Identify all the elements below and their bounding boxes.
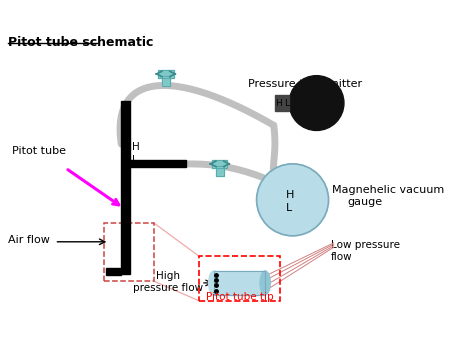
Bar	[214, 271, 265, 295]
Bar	[158, 70, 174, 78]
Text: Pitot tube: Pitot tube	[12, 146, 66, 156]
Bar	[275, 95, 289, 111]
Text: L: L	[131, 154, 137, 165]
Bar	[199, 256, 280, 301]
Ellipse shape	[209, 271, 219, 295]
Bar	[216, 166, 224, 176]
Circle shape	[256, 164, 328, 236]
Text: Air flow: Air flow	[8, 235, 50, 245]
Text: Pressure transmitter: Pressure transmitter	[248, 79, 362, 89]
Bar	[214, 271, 265, 295]
Text: H: H	[131, 142, 140, 152]
Bar	[216, 166, 224, 176]
Circle shape	[289, 76, 344, 130]
Text: High
pressure flow: High pressure flow	[133, 271, 203, 292]
Text: L: L	[286, 202, 292, 213]
Bar	[158, 70, 174, 78]
Bar	[106, 268, 122, 275]
Text: Pitot tube tip: Pitot tube tip	[206, 292, 273, 301]
Text: Magnehelic vacuum: Magnehelic vacuum	[332, 185, 444, 195]
Bar	[104, 223, 154, 281]
Text: H: H	[275, 99, 282, 108]
Bar	[162, 76, 170, 86]
Text: H: H	[286, 190, 294, 200]
Bar	[130, 161, 185, 167]
Text: Pitot tube schematic: Pitot tube schematic	[8, 36, 153, 49]
Bar	[162, 76, 170, 86]
Bar	[212, 160, 228, 168]
Ellipse shape	[260, 271, 270, 295]
Bar	[212, 160, 228, 168]
Text: L: L	[284, 99, 289, 108]
Text: gauge: gauge	[347, 197, 382, 208]
Bar	[122, 101, 130, 274]
Text: Low pressure
flow: Low pressure flow	[331, 240, 400, 262]
